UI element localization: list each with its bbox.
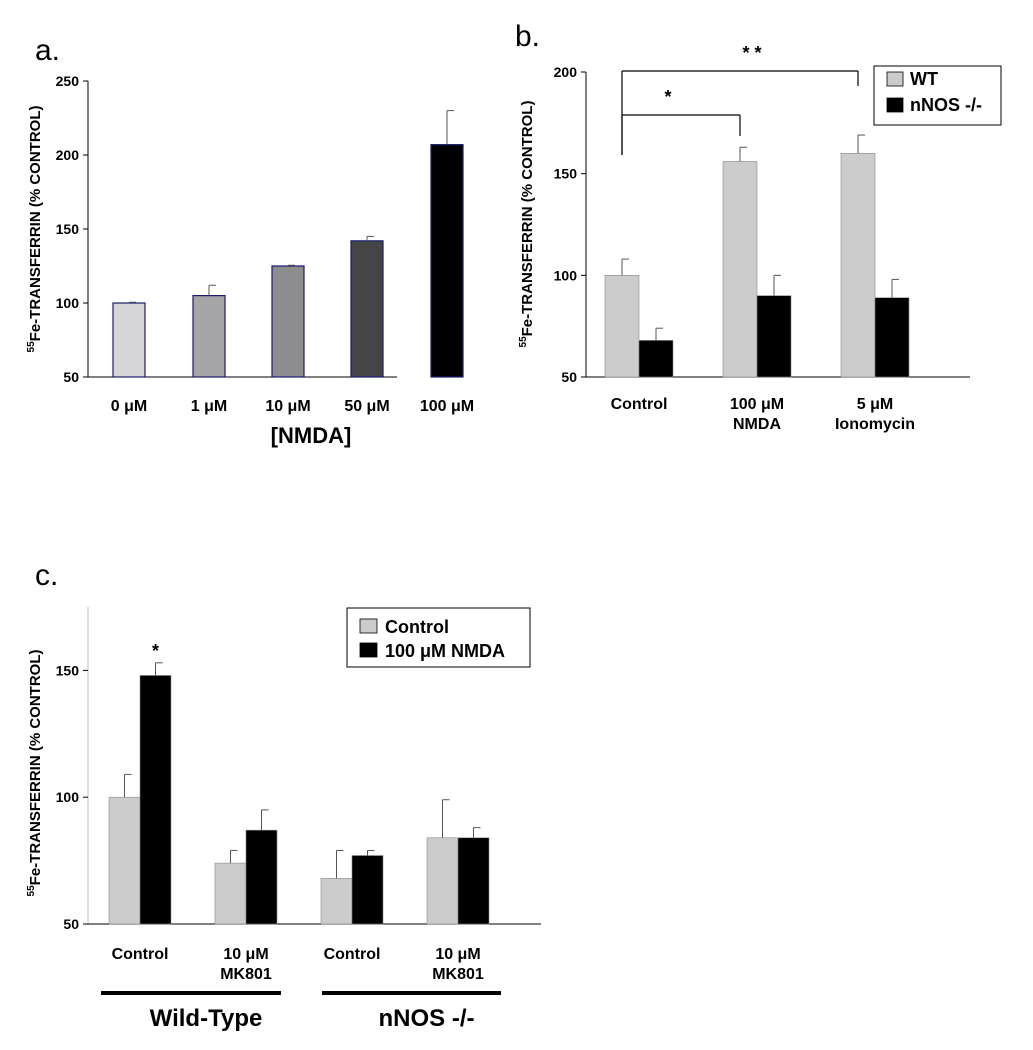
panel-c-bar	[108, 796, 141, 925]
panel-c-bar	[426, 837, 459, 925]
panel-c-significance-label: *	[152, 641, 159, 661]
panel-c-category-label: MK801	[220, 966, 272, 983]
panel-c-legend-label: 100 μM NMDA	[385, 641, 505, 661]
panel-b-y-tick-label: 150	[554, 166, 578, 182]
panel-b-legend-swatch	[886, 71, 904, 87]
panel-c-bar	[139, 675, 172, 925]
panel-a-category-label: 0 μM	[111, 398, 147, 415]
panel-b-bar	[722, 161, 758, 378]
panel-a-y-tick-label: 250	[56, 73, 80, 89]
panel-c-category-label: 10 μM	[435, 946, 480, 963]
panel-a-bar	[430, 144, 464, 378]
panel-b-bar	[638, 340, 674, 378]
panel-c-y-axis-label: 55Fe-TRANSFERRIN (% CONTROL)	[26, 650, 44, 897]
panel-a-category-label: 50 μM	[344, 398, 389, 415]
panel-b-label: b.	[515, 20, 540, 53]
panel-a-y-tick-label: 150	[56, 221, 80, 237]
panel-b-category-label: Control	[611, 396, 668, 413]
panel-c-legend-label: Control	[385, 617, 449, 637]
panel-b-category-label: NMDA	[733, 416, 781, 433]
panel-b-y-axis-label: 55Fe-TRANSFERRIN (% CONTROL)	[518, 101, 536, 348]
panel-b-legend-label: nNOS -/-	[910, 95, 982, 115]
panel-a-x-axis-label: [NMDA]	[271, 423, 352, 448]
panel-a-y-tick-label: 200	[56, 147, 80, 163]
panel-b-bar	[874, 297, 910, 378]
panel-c-group-label: nNOS -/-	[379, 1005, 475, 1032]
panel-a-bar	[271, 265, 305, 378]
panel-b-bar	[756, 295, 792, 378]
panel-c-category-label: 10 μM	[223, 946, 268, 963]
panel-c-bar	[320, 878, 353, 925]
panel-b-bar	[604, 275, 640, 378]
panel-c-bar	[457, 837, 490, 925]
panel-a-category-label: 100 μM	[420, 398, 474, 415]
panel-c-category-label: Control	[324, 946, 381, 963]
panel-c-legend-swatch	[359, 618, 378, 634]
panel-c-category-label: MK801	[432, 966, 484, 983]
panel-b-y-tick-label: 50	[561, 369, 577, 385]
panel-c-label: c.	[35, 559, 58, 592]
panel-a-category-label: 1 μM	[191, 398, 227, 415]
panel-a-y-axis-label: 55Fe-TRANSFERRIN (% CONTROL)	[26, 106, 44, 353]
panel-b-legend-label: WT	[910, 69, 938, 89]
panel-b-category-label: 5 μM	[857, 396, 893, 413]
panel-c-legend-box	[346, 607, 531, 668]
panel-b-bar	[840, 153, 876, 378]
panel-a-bar	[192, 295, 226, 378]
panel-a-y-tick-label: 100	[56, 295, 80, 311]
panel-c-bar	[214, 862, 247, 925]
panel-c-y-tick-label: 50	[63, 916, 79, 932]
panel-a-label: a.	[35, 34, 60, 67]
panel-a-category-label: 10 μM	[265, 398, 310, 415]
panel-c-y-tick-label: 150	[56, 662, 80, 678]
panel-b-legend-swatch	[886, 97, 904, 113]
panel-a-bar	[350, 240, 384, 378]
panel-a-y-tick-label: 50	[63, 369, 79, 385]
panel-c-y-tick-label: 100	[56, 789, 80, 805]
panel-b-y-tick-label: 200	[554, 64, 578, 80]
panel-c-bar	[245, 829, 278, 925]
panel-c-legend-swatch	[359, 642, 378, 658]
panel-c-category-label: Control	[112, 946, 169, 963]
panel-b-significance-label: *	[664, 87, 671, 107]
panel-b-y-tick-label: 100	[554, 267, 578, 283]
panel-c-bar	[351, 855, 384, 925]
panel-a-bar	[112, 302, 146, 378]
panel-b-category-label: Ionomycin	[835, 416, 915, 433]
panel-c-group-label: Wild-Type	[150, 1005, 263, 1032]
panel-b-category-label: 100 μM	[730, 396, 784, 413]
panel-b-significance-label: * *	[742, 43, 761, 63]
